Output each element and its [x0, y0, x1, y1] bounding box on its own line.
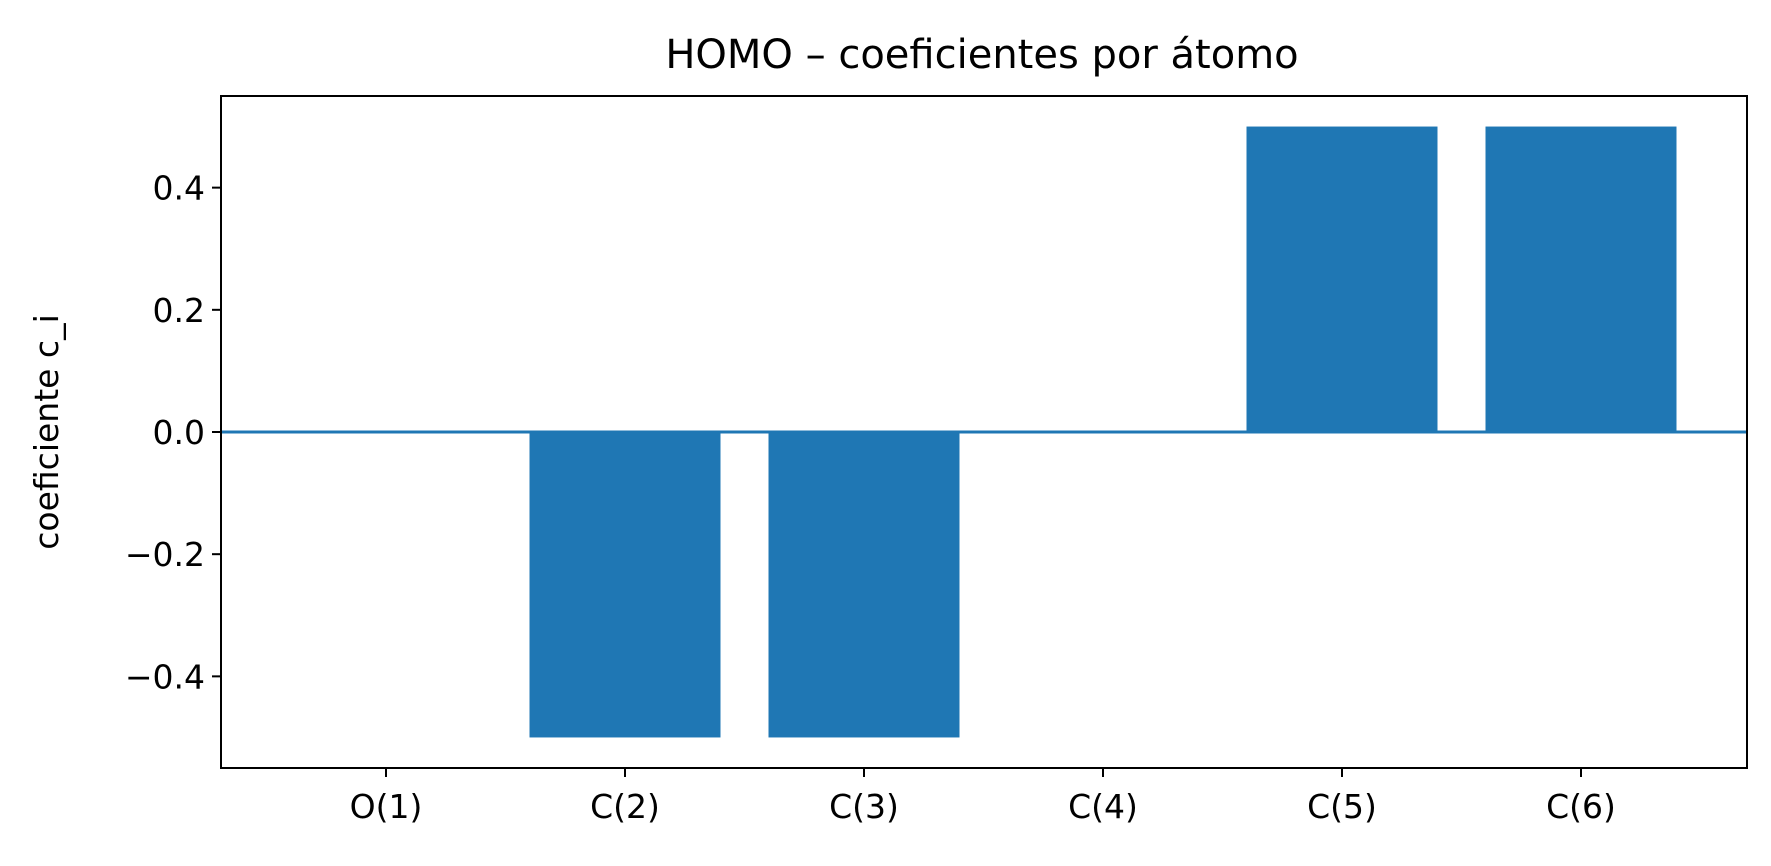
y-tick-label: 0.0	[153, 413, 205, 452]
x-tick-label: O(1)	[350, 787, 423, 826]
y-axis-label: coeficiente c_i	[27, 314, 66, 550]
y-tick-label: −0.2	[125, 535, 205, 574]
x-tick-label: C(6)	[1546, 787, 1616, 826]
y-tick-label: −0.4	[125, 657, 205, 696]
y-tick-label: 0.4	[153, 169, 205, 208]
x-tick-label: C(4)	[1068, 787, 1138, 826]
bar-c3	[768, 432, 960, 738]
x-tick-label: C(3)	[829, 787, 899, 826]
bar-c5	[1246, 126, 1438, 432]
x-tick-label: C(2)	[590, 787, 660, 826]
bar-c2	[529, 432, 721, 738]
x-tick-label: C(5)	[1307, 787, 1377, 826]
y-tick-label: 0.2	[153, 291, 205, 330]
bar-c6	[1485, 126, 1677, 432]
chart-title: HOMO – coeficientes por átomo	[665, 32, 1298, 78]
